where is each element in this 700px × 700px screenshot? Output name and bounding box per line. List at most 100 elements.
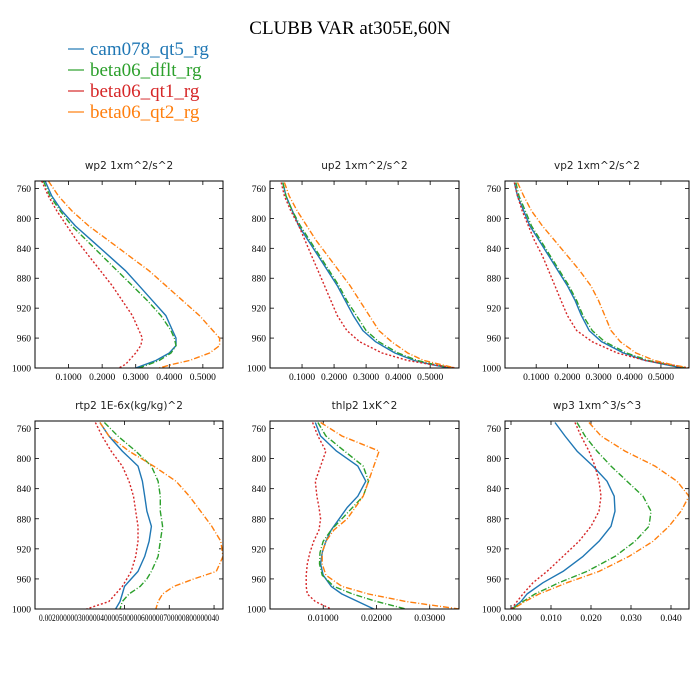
- x-tick-label: 0.4000: [385, 373, 411, 383]
- y-tick-label: 760: [252, 425, 267, 435]
- y-tick-label: 1000: [12, 606, 31, 616]
- panel-6: wp3 1xm^3/s^3 760 800 840 880 920 960 10000.000…: [482, 400, 690, 624]
- y-tick-label: 920: [252, 305, 267, 315]
- y-tick-label: 960: [17, 575, 32, 585]
- series-line-beta06_qt2_rg: [283, 182, 456, 368]
- plot-frame: [269, 420, 460, 610]
- series-line-beta06_dflt_rg: [282, 182, 453, 368]
- x-tick-label: 0.010: [540, 614, 562, 624]
- y-tick-label: 960: [252, 335, 267, 345]
- legend-label-1: cam078_qt5_rg: [90, 39, 209, 60]
- panels: wp2 1xm^2/s^2 760 800 840 880 920 960 1000 0.100…: [12, 160, 690, 624]
- legend-label-4: beta06_qt2_rg: [90, 102, 200, 123]
- series-line-beta06_qt1_rg: [510, 422, 602, 609]
- series-group: [305, 421, 459, 609]
- x-tick-label: 0.1000: [289, 373, 315, 383]
- x-tick-label: 0.020: [580, 614, 602, 624]
- series-line-cam078_qt5_rg: [99, 422, 153, 609]
- plot-frame: [504, 180, 690, 369]
- x-tick-label: 0.040: [660, 614, 682, 624]
- y-tick-label: 800: [17, 455, 32, 465]
- y-tick-label: 920: [17, 545, 32, 555]
- series-line-cam078_qt5_rg: [44, 181, 177, 368]
- panel-5: thlp2 1xK^2 760 800 840 880 920 960 1000 0.01000…: [247, 400, 460, 624]
- y-tick-label: 960: [487, 335, 502, 345]
- y-tick-label: 920: [17, 305, 32, 315]
- x-tick-label: 0.5000: [417, 373, 443, 383]
- x-tick-label: 0.00200000030000040000500000600000700000…: [39, 613, 219, 623]
- series-line-beta06_qt2_rg: [99, 422, 223, 609]
- y-tick-label: 960: [17, 335, 32, 345]
- y-tick-label: 840: [17, 485, 32, 495]
- series-line-beta06_qt2_rg: [512, 422, 689, 609]
- x-tick-label: 0.1000: [523, 373, 549, 383]
- series-line-beta06_dflt_rg: [317, 422, 406, 609]
- x-tick-label: 0.4000: [617, 373, 643, 383]
- x-tick-label: 0.2000: [89, 373, 115, 383]
- y-tick-label: 760: [17, 185, 32, 195]
- y-tick-label: 920: [487, 545, 502, 555]
- y-tick-label: 840: [252, 245, 267, 255]
- panel-title: thlp2 1xK^2: [332, 400, 398, 412]
- y-tick-label: 920: [487, 305, 502, 315]
- y-tick-label: 960: [487, 575, 502, 585]
- plot-frame: [34, 180, 224, 369]
- series-group: [280, 182, 456, 368]
- y-tick-label: 760: [487, 425, 502, 435]
- y-tick-label: 880: [252, 275, 267, 285]
- legend-label-3: beta06_qt1_rg: [90, 81, 200, 102]
- series-line-beta06_qt1_rg: [86, 422, 139, 609]
- series-line-beta06_qt1_rg: [305, 422, 332, 609]
- series-line-beta06_dflt_rg: [511, 422, 652, 609]
- series-group: [513, 182, 689, 368]
- y-tick-label: 840: [17, 245, 32, 255]
- series-line-beta06_qt2_rg: [516, 182, 689, 368]
- x-tick-label: 0.1000: [56, 373, 82, 383]
- y-tick-label: 840: [487, 245, 502, 255]
- y-tick-label: 1000: [482, 365, 501, 375]
- y-tick-label: 880: [487, 275, 502, 285]
- y-tick-label: 880: [487, 515, 502, 525]
- y-tick-label: 760: [252, 185, 267, 195]
- y-tick-label: 800: [252, 455, 267, 465]
- y-tick-label: 920: [252, 545, 267, 555]
- series-line-cam078_qt5_rg: [513, 182, 683, 368]
- x-tick-label: 0.4000: [156, 373, 182, 383]
- panel-title: wp2 1xm^2/s^2: [85, 160, 173, 172]
- series-line-beta06_qt1_rg: [280, 182, 456, 368]
- series-line-beta06_qt2_rg: [47, 181, 221, 368]
- series-line-cam078_qt5_rg: [314, 422, 375, 609]
- y-tick-label: 840: [252, 485, 267, 495]
- x-tick-label: 0.5000: [648, 373, 674, 383]
- x-tick-label: 0.000: [500, 614, 522, 624]
- panel-title: up2 1xm^2/s^2: [321, 160, 407, 172]
- series-group: [86, 422, 223, 609]
- series-line-beta06_qt1_rg: [513, 182, 689, 368]
- panel-2: up2 1xm^2/s^2 760 800 840 880 920 960 1000 0.100…: [247, 160, 460, 383]
- series-group: [510, 422, 689, 609]
- y-tick-label: 760: [17, 425, 32, 435]
- legend: cam078_qt5_rg beta06_dflt_rg beta06_qt1_…: [68, 39, 209, 123]
- x-tick-label: 0.030: [620, 614, 642, 624]
- panel-1: wp2 1xm^2/s^2 760 800 840 880 920 960 1000 0.100…: [12, 160, 224, 383]
- series-line-beta06_dflt_rg: [103, 422, 164, 609]
- y-tick-label: 880: [17, 275, 32, 285]
- x-tick-label: 0.3000: [353, 373, 379, 383]
- y-tick-label: 840: [487, 485, 502, 495]
- x-tick-label: 0.2000: [554, 373, 580, 383]
- x-tick-label: 0.3000: [585, 373, 611, 383]
- panel-3: vp2 1xm^2/s^2 760 800 840 880 920 960 1000 0.100…: [482, 160, 690, 383]
- y-tick-label: 1000: [482, 606, 501, 616]
- y-tick-label: 1000: [247, 365, 266, 375]
- plot-frame: [504, 420, 690, 610]
- x-tick-label: 0.3000: [123, 373, 149, 383]
- y-tick-label: 1000: [12, 365, 31, 375]
- y-tick-label: 960: [252, 575, 267, 585]
- panel-title: rtp2 1E-6x(kg/kg)^2: [75, 400, 183, 412]
- plot-frame: [34, 420, 224, 610]
- series-line-beta06_dflt_rg: [42, 181, 177, 368]
- y-tick-label: 800: [17, 215, 32, 225]
- x-tick-label: 0.2000: [321, 373, 347, 383]
- y-tick-label: 1000: [247, 606, 266, 616]
